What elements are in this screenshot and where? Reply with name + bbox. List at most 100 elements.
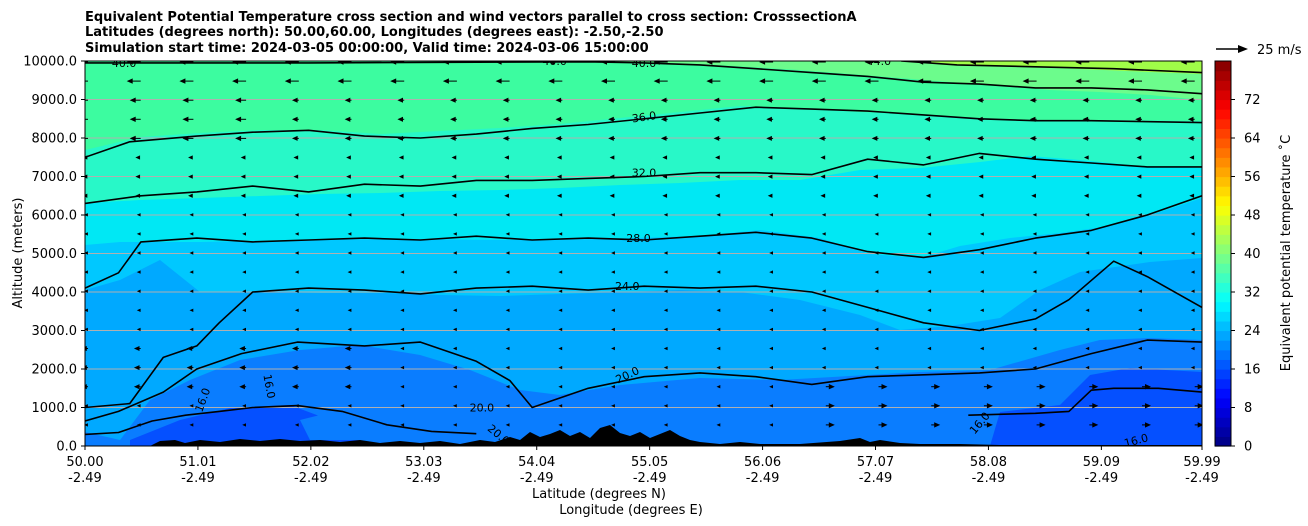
wind-vector	[136, 308, 141, 313]
wind-vector	[1190, 270, 1195, 274]
colorbar-band	[1215, 80, 1231, 91]
wind-vector	[715, 193, 720, 198]
wind-vector	[346, 174, 351, 179]
x-tick-label-lon: -2.49	[633, 471, 667, 486]
x-tick-label-lat: 59.09	[1083, 455, 1120, 470]
wind-vector	[1031, 193, 1036, 198]
wind-vector	[85, 327, 88, 332]
x-tick-label-lat: 56.06	[744, 455, 781, 470]
wind-vector	[242, 251, 246, 255]
wind-vector	[85, 193, 88, 198]
wind-vector	[1089, 403, 1099, 409]
wind-vector	[662, 155, 668, 160]
wind-vector	[1036, 403, 1046, 409]
colorbar-band	[1215, 359, 1231, 370]
wind-vector	[504, 193, 509, 198]
wind-vector	[450, 135, 457, 141]
wind-vector	[601, 78, 615, 84]
y-tick-label: 3000.0	[32, 324, 78, 339]
wind-vector	[716, 423, 721, 427]
terrain	[85, 425, 1202, 446]
wind-vector	[344, 97, 352, 103]
wind-vector	[716, 365, 721, 370]
wind-vector	[1190, 346, 1195, 351]
wind-vector	[453, 423, 457, 427]
wind-vector	[235, 116, 247, 122]
wind-vector	[453, 270, 457, 274]
wind-vector	[344, 116, 352, 122]
wind-vector	[505, 213, 510, 217]
wind-vector	[663, 289, 668, 293]
wind-vector	[874, 232, 879, 236]
colorbar-tick-label: 16	[1244, 363, 1261, 378]
colorbar-band	[1215, 388, 1231, 399]
y-tick-label: 9000.0	[32, 93, 78, 108]
x-tick-label-lat: 54.04	[518, 455, 555, 470]
wind-vector	[558, 384, 563, 389]
contour-label: 28.0	[626, 232, 651, 245]
wind-vector	[556, 174, 562, 179]
colorbar-band	[1215, 436, 1231, 447]
wind-vector	[344, 365, 352, 371]
wind-vector	[1136, 174, 1142, 179]
contour-line-36.0	[85, 106, 1202, 159]
wind-vector	[1083, 174, 1089, 179]
chart-title: Equivalent Potential Temperature cross s…	[85, 10, 857, 56]
wind-vector	[927, 232, 932, 236]
wind-vector	[825, 403, 835, 409]
x-tick-label-lat: 59.99	[1183, 455, 1220, 470]
wind-vector	[136, 270, 141, 274]
contour-line-40.0	[85, 61, 1202, 95]
wind-vector	[706, 78, 721, 84]
wind-vector	[1032, 232, 1037, 236]
wind-vector	[85, 80, 88, 82]
wind-vector	[1032, 327, 1037, 332]
wind-vector	[242, 289, 246, 293]
wind-vector	[873, 174, 878, 179]
wind-vector	[608, 135, 615, 141]
colorbar-band	[1215, 407, 1231, 418]
wind-vector	[608, 116, 615, 122]
wind-vector	[400, 232, 405, 236]
wind-vector	[978, 193, 984, 198]
wind-vector	[931, 384, 941, 390]
wind-vector	[821, 289, 826, 293]
colorbar-tick-label: 24	[1244, 324, 1261, 339]
wind-vector	[663, 270, 668, 274]
wind-vector	[505, 423, 510, 427]
x-tick-label-lat: 53.03	[405, 455, 442, 470]
wind-vector	[453, 346, 457, 351]
wind-vector	[240, 193, 246, 198]
wind-vector	[819, 97, 826, 103]
wind-vector	[1138, 308, 1142, 313]
wind-vector	[242, 404, 246, 408]
wind-vector	[769, 213, 773, 217]
wind-vector	[400, 327, 405, 332]
wind-vector	[347, 404, 352, 408]
wind-vector	[505, 346, 510, 351]
wind-vector	[126, 78, 141, 84]
wind-vector	[715, 174, 720, 179]
wind-vector	[1138, 365, 1142, 370]
wind-vector	[136, 232, 141, 236]
wind-vector	[242, 327, 246, 332]
wind-vector	[611, 404, 615, 408]
wind-vector	[608, 97, 615, 103]
colorbar: 0 8 16 24 32 40 48 56 64 72	[1214, 60, 1261, 455]
colorbar-band	[1215, 224, 1231, 235]
x-tick-label-lon: -2.49	[746, 471, 780, 486]
wind-vector	[978, 155, 984, 160]
wind-vector	[292, 135, 299, 141]
wind-vector	[660, 97, 668, 103]
wind-vector	[713, 135, 721, 141]
contour-line-28.0	[85, 195, 1202, 289]
colorbar-band	[1215, 253, 1231, 264]
wind-vector	[1136, 155, 1142, 160]
wind-vector	[188, 155, 193, 160]
wind-vector	[611, 270, 615, 274]
wind-vector	[1085, 346, 1090, 351]
wind-vector	[1032, 213, 1037, 217]
wind-vector	[344, 384, 352, 390]
wind-vector	[864, 78, 879, 84]
wind-vector	[189, 270, 194, 274]
